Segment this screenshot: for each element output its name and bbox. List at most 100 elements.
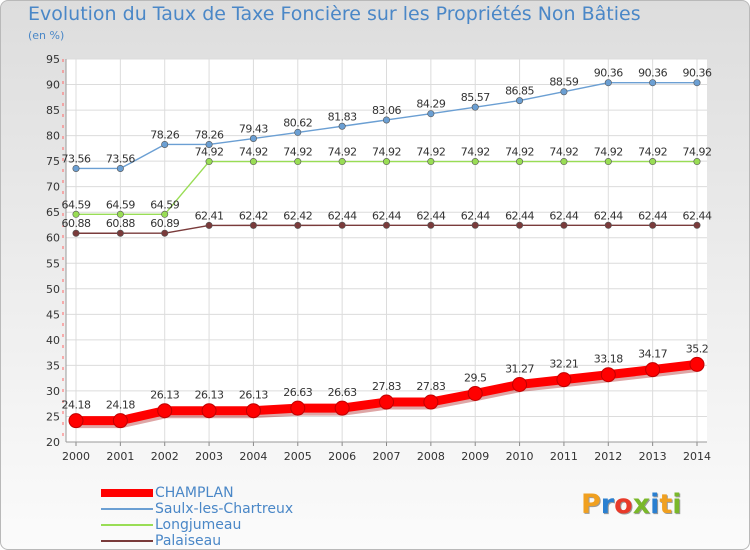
proxiti-logo: Proxiti (581, 489, 682, 520)
data-label: 62.44 (549, 209, 578, 222)
x-tick-label: 2010 (506, 450, 534, 463)
x-tick-label: 2001 (106, 450, 134, 463)
data-point (467, 385, 483, 401)
x-tick-label: 2011 (550, 450, 578, 463)
y-tick-label: 60 (46, 232, 60, 245)
x-tick-label: 2004 (239, 450, 267, 463)
data-point (649, 221, 657, 229)
data-label: 62.44 (372, 209, 401, 222)
data-label: 90.36 (683, 67, 712, 80)
logo-letter: x (632, 489, 651, 520)
data-label: 60.89 (150, 217, 179, 230)
x-tick-label: 2006 (328, 450, 356, 463)
data-point (294, 221, 302, 229)
data-label: 62.41 (195, 209, 224, 222)
data-point (205, 140, 213, 148)
data-point (604, 221, 612, 229)
data-label: 29.5 (464, 371, 487, 384)
data-point (427, 221, 435, 229)
logo-letter: o (614, 489, 633, 520)
legend-label-saulx: Saulx-les-Chartreux (155, 501, 294, 517)
legend-item-champlan[interactable]: CHAMPLAN (101, 485, 293, 501)
data-label: 78.26 (195, 128, 224, 141)
data-label: 62.44 (505, 209, 534, 222)
legend-item-palaiseau[interactable]: Palaiseau (101, 533, 293, 549)
legend-item-longjumeau[interactable]: Longjumeau (101, 517, 293, 533)
data-label: 64.59 (106, 198, 135, 211)
data-label: 26.13 (195, 389, 224, 402)
data-label: 35.2 (686, 342, 709, 355)
data-point (560, 88, 568, 96)
data-label: 60.88 (62, 217, 91, 230)
y-tick-label: 65 (46, 206, 60, 219)
y-tick-label: 95 (46, 53, 60, 66)
data-point (693, 221, 701, 229)
y-tick-label: 35 (46, 359, 60, 372)
data-point (245, 403, 261, 419)
data-label: 74.92 (683, 146, 712, 159)
y-tick-label: 55 (46, 257, 60, 270)
data-label: 74.92 (549, 146, 578, 159)
logo-letter: P (581, 489, 601, 520)
x-tick-label: 2012 (594, 450, 622, 463)
data-point (471, 158, 479, 166)
data-point (249, 158, 257, 166)
data-point (560, 158, 568, 166)
data-point (290, 400, 306, 416)
legend-swatch-saulx (101, 508, 153, 510)
legend-item-saulx[interactable]: Saulx-les-Chartreux (101, 501, 293, 517)
data-label: 64.59 (150, 198, 179, 211)
data-label: 74.92 (239, 146, 268, 159)
data-point (689, 356, 705, 372)
data-label: 78.26 (150, 128, 179, 141)
data-point (294, 158, 302, 166)
data-label: 24.18 (62, 399, 91, 412)
data-point (471, 103, 479, 111)
data-label: 81.83 (328, 110, 357, 123)
y-tick-label: 85 (46, 104, 60, 117)
legend-label-champlan: CHAMPLAN (155, 485, 234, 501)
x-tick-label: 2002 (151, 450, 179, 463)
data-label: 84.29 (416, 98, 445, 111)
logo-letter: t (659, 489, 673, 520)
data-label: 33.18 (594, 353, 623, 366)
y-tick-label: 45 (46, 308, 60, 321)
legend-swatch-longjumeau (101, 524, 153, 526)
data-point (560, 221, 568, 229)
y-tick-label: 40 (46, 334, 60, 347)
data-label: 88.59 (549, 76, 578, 89)
data-label: 26.63 (328, 386, 357, 399)
data-point (649, 79, 657, 87)
data-label: 31.27 (505, 362, 534, 375)
data-point (72, 229, 80, 237)
data-point (338, 122, 346, 130)
data-point (201, 403, 217, 419)
logo-letter: r (600, 489, 615, 520)
data-point (693, 79, 701, 87)
data-label: 26.13 (150, 389, 179, 402)
data-label: 26.63 (283, 386, 312, 399)
y-tick-label: 50 (46, 283, 60, 296)
data-label: 62.42 (283, 209, 312, 222)
data-point (604, 79, 612, 87)
x-tick-label: 2008 (417, 450, 445, 463)
data-label: 34.17 (638, 348, 667, 361)
data-label: 62.42 (239, 209, 268, 222)
data-point (382, 116, 390, 124)
x-tick-label: 2007 (373, 450, 401, 463)
data-point (249, 135, 257, 143)
data-label: 74.92 (638, 146, 667, 159)
legend-swatch-champlan (101, 489, 153, 497)
data-label: 85.57 (461, 91, 490, 104)
data-point (427, 158, 435, 166)
data-label: 62.44 (416, 209, 445, 222)
data-label: 27.83 (372, 380, 401, 393)
data-label: 62.44 (638, 209, 667, 222)
data-label: 74.92 (283, 146, 312, 159)
data-point (556, 372, 572, 388)
data-point (693, 158, 701, 166)
chart-title: Evolution du Taux de Taxe Foncière sur l… (28, 3, 641, 25)
chart-subtitle: (en %) (28, 29, 65, 42)
